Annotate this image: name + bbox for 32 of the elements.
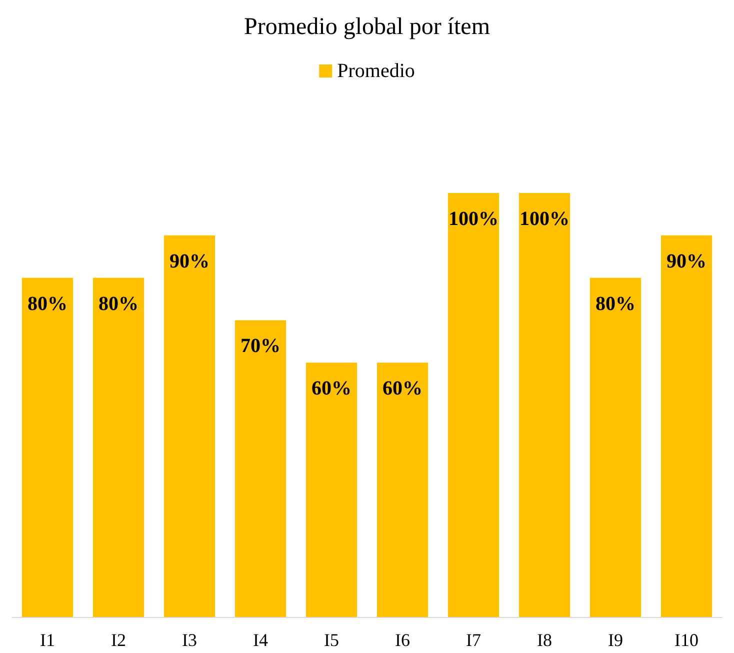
x-tick-label: I3 (182, 630, 197, 650)
x-tick-label: I4 (253, 630, 268, 650)
data-label: 80% (98, 292, 138, 315)
bar (448, 193, 500, 617)
data-label: 90% (666, 250, 706, 272)
x-tick-label: I6 (395, 630, 410, 650)
data-label: 70% (240, 335, 280, 358)
bar (660, 235, 712, 617)
bar (164, 235, 216, 617)
bar (376, 362, 428, 617)
data-label: 60% (382, 378, 422, 400)
bar (518, 193, 570, 617)
data-label: 90% (170, 250, 210, 272)
x-tick-label: I8 (537, 630, 552, 650)
chart-title: Promedio global por ítem (244, 14, 490, 40)
bar (22, 278, 74, 617)
data-label: 80% (28, 292, 68, 315)
bar (306, 362, 358, 617)
data-label: 80% (596, 292, 636, 315)
x-tick-label: I1 (40, 630, 55, 650)
bar (234, 320, 286, 617)
x-tick-label: I10 (674, 630, 698, 650)
x-tick-label: I2 (111, 630, 126, 650)
legend-label: Promedio (337, 60, 415, 82)
x-tick-label: I9 (608, 630, 623, 650)
data-label: 100% (520, 208, 570, 230)
bar (92, 278, 144, 617)
data-label: 100% (448, 208, 498, 230)
x-tick-label: I7 (466, 630, 481, 650)
x-tick-label: I5 (324, 630, 339, 650)
bar (590, 278, 642, 617)
data-label: 60% (312, 378, 352, 400)
